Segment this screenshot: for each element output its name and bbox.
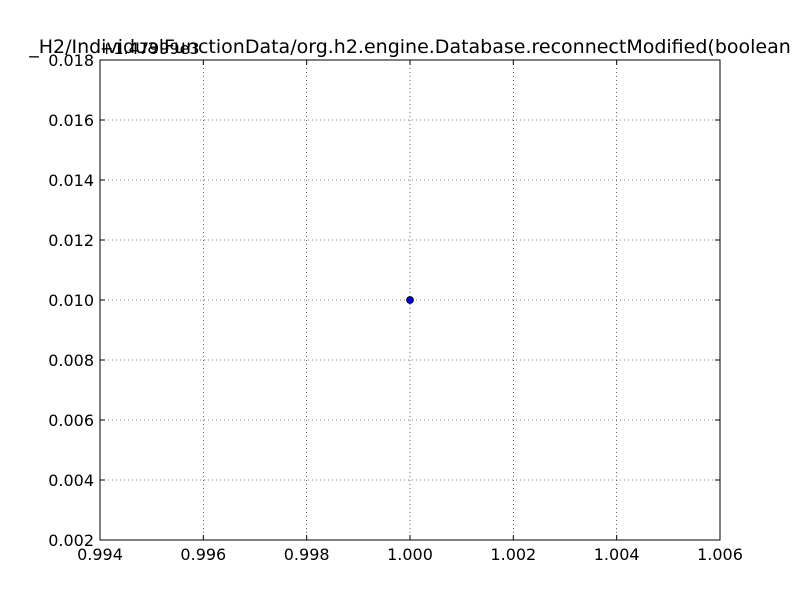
y-axis-tick-labels: 0.002 0.004 0.006 0.008 0.010 0.012 0.014 0.016… xyxy=(48,51,94,550)
y-tick-label: 0.004 xyxy=(48,471,94,490)
x-axis-tick-labels: 0.994 0.996 0.998 1.000 1.002 1.004 1.006 xyxy=(77,545,743,564)
y-tick-label: 0.018 xyxy=(48,51,94,70)
x-tick-label: 1.004 xyxy=(594,545,640,564)
axes-frame xyxy=(99,59,721,541)
y-tick-label: 0.016 xyxy=(48,111,94,130)
x-tick-label: 0.996 xyxy=(180,545,226,564)
y-tick-label: 0.002 xyxy=(48,531,94,550)
y-tick-label: 0.010 xyxy=(48,291,94,310)
y-tick-label: 0.008 xyxy=(48,351,94,370)
x-tick-label: 1.000 xyxy=(387,545,433,564)
x-tick-label: 1.002 xyxy=(490,545,536,564)
scatter-series xyxy=(406,296,414,304)
chart-title: _H2/IndividualFunctionData/org.h2.engine… xyxy=(28,36,791,58)
y-tick-label: 0.014 xyxy=(48,171,94,190)
scatter-point xyxy=(406,296,414,304)
y-tick-label: 0.012 xyxy=(48,231,94,250)
y-axis-offset-label: +1.47999e3 xyxy=(100,39,200,58)
x-tick-label: 1.006 xyxy=(697,545,743,564)
x-tick-label: 0.994 xyxy=(77,545,123,564)
x-tick-label: 0.998 xyxy=(284,545,330,564)
y-tick-label: 0.006 xyxy=(48,411,94,430)
